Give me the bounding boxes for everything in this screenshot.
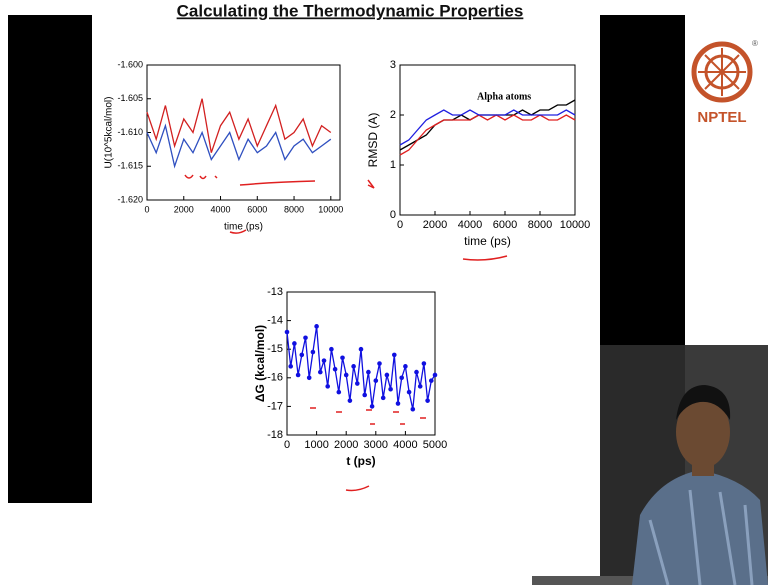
marker [392, 352, 397, 358]
svg-text:®: ® [752, 39, 758, 48]
y-tick-label: 2 [390, 109, 396, 121]
marker [318, 369, 323, 375]
x-tick-label: 4000 [458, 219, 482, 231]
handwriting [184, 174, 508, 492]
marker [414, 369, 419, 375]
y-tick-label: -1.615 [117, 161, 143, 171]
marker [292, 341, 297, 346]
marker [429, 378, 434, 383]
marker [310, 349, 316, 355]
series-line [146, 123, 332, 169]
marker [362, 392, 368, 398]
x-tick-label: 1000 [304, 439, 328, 451]
x-tick-label: 5000 [423, 439, 447, 451]
marker [351, 364, 356, 369]
marker [406, 389, 412, 395]
marker [399, 375, 405, 381]
x-tick-label: 10000 [318, 204, 343, 214]
marker [377, 361, 382, 366]
marker [329, 346, 334, 352]
y-tick-label: -15 [267, 343, 283, 355]
y-tick-label: -1.605 [117, 93, 143, 103]
annotation: Alpha atoms [477, 91, 531, 102]
marker [373, 378, 379, 383]
marker [417, 384, 423, 389]
y-tick-label: -1.600 [117, 59, 143, 69]
marker [358, 346, 364, 352]
y-tick-label: -1.620 [117, 194, 143, 204]
x-tick-label: 4000 [393, 439, 417, 451]
x-axis-label: time (ps) [464, 234, 511, 248]
marker [314, 324, 319, 329]
marker [295, 372, 301, 378]
marker [380, 395, 386, 401]
marker [355, 381, 360, 386]
marker [299, 352, 305, 358]
x-tick-label: 4000 [211, 204, 231, 214]
marker [321, 358, 327, 363]
nptel-logo: ® NPTEL [691, 39, 758, 126]
x-tick-label: 0 [284, 439, 290, 451]
y-tick-label: -18 [267, 429, 283, 441]
marker [384, 372, 390, 378]
y-tick-label: -17 [267, 400, 283, 412]
y-tick-label: 1 [390, 159, 396, 171]
x-tick-label: 3000 [364, 439, 388, 451]
marker [288, 364, 294, 369]
marker [432, 372, 438, 378]
marker [388, 386, 393, 392]
y-axis-label: ΔG (kcal/mol) [253, 325, 267, 402]
plot-frame [286, 291, 436, 436]
marker [332, 366, 338, 372]
left-panel [8, 15, 92, 503]
y-tick-label: 3 [390, 59, 396, 71]
marker [369, 404, 375, 409]
x-tick-label: 0 [144, 204, 149, 214]
x-tick-label: 8000 [284, 204, 304, 214]
x-tick-label: 0 [397, 219, 403, 231]
y-axis-label: U(10^5kcal/mol) [104, 97, 115, 169]
plot-frame [399, 64, 576, 216]
y-tick-label: -13 [267, 286, 283, 298]
marker [395, 401, 401, 406]
x-tick-label: 10000 [560, 219, 591, 231]
y-tick-label: -16 [267, 372, 283, 384]
marker [347, 398, 353, 403]
marker [343, 372, 349, 378]
x-axis-label: t (ps) [346, 454, 375, 468]
marker [306, 375, 312, 381]
marker [284, 329, 290, 335]
y-axis-label: RMSD (A) [366, 113, 380, 168]
marker [410, 406, 416, 412]
series-line [146, 98, 332, 153]
y-tick-label: 0 [390, 209, 396, 221]
slide-title: Calculating the Thermodynamic Properties [177, 1, 524, 20]
y-tick-label: -14 [267, 315, 283, 327]
x-tick-label: 6000 [247, 204, 267, 214]
marker [336, 389, 342, 395]
x-tick-label: 2000 [423, 219, 447, 231]
series-line [399, 114, 576, 156]
x-tick-label: 2000 [334, 439, 358, 451]
marker [325, 384, 331, 389]
logo-text: NPTEL [697, 109, 746, 126]
x-tick-label: 8000 [528, 219, 552, 231]
presenter [632, 385, 768, 585]
y-tick-label: -1.610 [117, 127, 143, 137]
x-tick-label: 6000 [493, 219, 517, 231]
marker [366, 369, 371, 375]
marker [340, 355, 345, 361]
marker [421, 361, 427, 366]
x-axis-label: time (ps) [224, 222, 263, 233]
marker [403, 364, 408, 369]
series-line [399, 109, 576, 146]
x-tick-label: 2000 [174, 204, 194, 214]
marker [303, 335, 308, 341]
marker [425, 398, 430, 403]
